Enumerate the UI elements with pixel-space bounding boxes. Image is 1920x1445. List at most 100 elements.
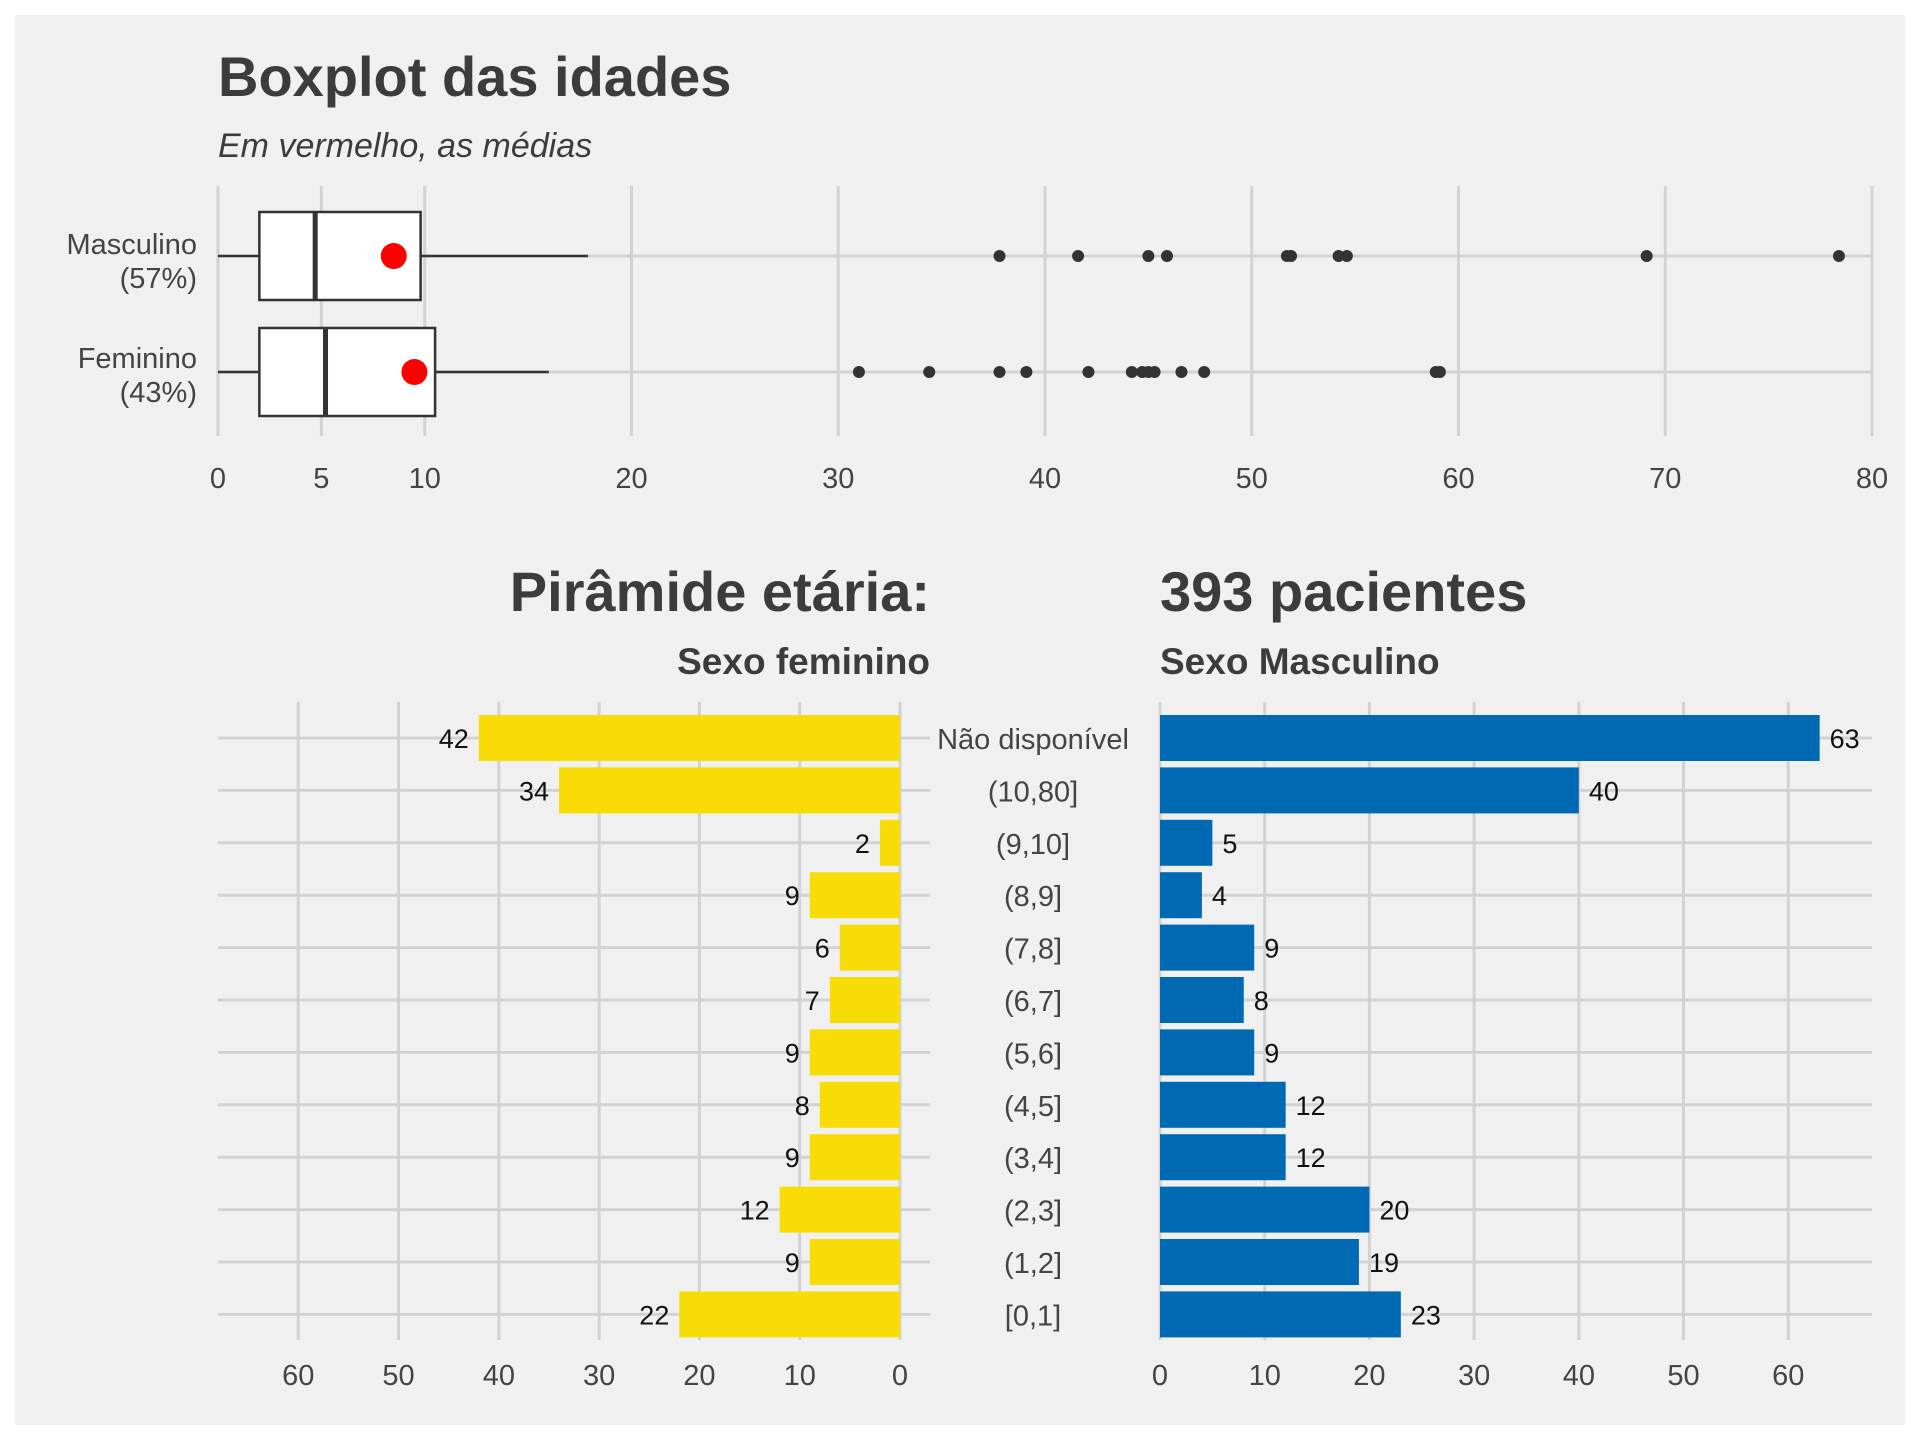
mean-point-masculino xyxy=(380,243,407,269)
boxplot-x-tick-70: 70 xyxy=(1649,463,1681,495)
boxplot-x-tick-60: 60 xyxy=(1442,463,1474,495)
age-category-9-10: (9,10] xyxy=(996,829,1070,861)
outlier-masculino-3 xyxy=(1160,250,1173,262)
outlier-masculino-5 xyxy=(1285,250,1298,262)
male-x-tick-50: 50 xyxy=(1667,1360,1699,1392)
male-bar-label-2-3: 20 xyxy=(1379,1196,1409,1226)
outlier-feminino-5 xyxy=(1125,366,1138,378)
boxplot-x-tick-40: 40 xyxy=(1029,463,1061,495)
age-category-2-3: (2,3] xyxy=(1004,1196,1062,1228)
female-bar-label-6-7: 7 xyxy=(805,986,820,1016)
male-bar-label-3-4: 12 xyxy=(1296,1143,1326,1173)
outlier-masculino-7 xyxy=(1340,250,1353,262)
female-bar-label-10-80: 34 xyxy=(519,776,549,806)
male-subtitle: Sexo Masculino xyxy=(1160,641,1440,682)
boxplot-subtitle: Em vermelho, as médias xyxy=(218,127,592,165)
male-bar-label-9-10: 5 xyxy=(1222,829,1237,859)
female-bar-7-8 xyxy=(839,924,900,971)
female-bar-6-7 xyxy=(829,977,900,1023)
boxplot-x-tick-0: 0 xyxy=(210,463,226,495)
male-bar-0-1 xyxy=(1160,1291,1401,1338)
boxplot-group-feminino xyxy=(218,326,1446,418)
group-label-feminino: Feminino xyxy=(78,343,197,375)
female-x-tick-50: 50 xyxy=(382,1360,414,1392)
outlier-feminino-3 xyxy=(1020,366,1033,378)
male-bar-label-8-9: 4 xyxy=(1212,881,1227,911)
pyramid-female-panel: Pirâmide etária: Sexo feminino 423429679… xyxy=(218,560,930,1392)
male-bar-label-5-6: 9 xyxy=(1264,1038,1279,1068)
outlier-masculino-0 xyxy=(993,250,1006,262)
outlier-masculino-8 xyxy=(1640,250,1653,262)
male-bar-label-7-8: 9 xyxy=(1264,934,1279,964)
age-category-labels: Não disponível (10,80] (9,10] (8,9] (7,8] (6,… xyxy=(937,724,1129,1332)
male-bar-8-9 xyxy=(1160,872,1202,919)
age-category-7-8: (7,8] xyxy=(1004,934,1062,966)
male-x-tick-10: 10 xyxy=(1249,1360,1281,1392)
male-bar-n-o-dispon-vel xyxy=(1160,715,1820,761)
boxplot-x-tick-labels: 0 5 10 20 30 40 50 60 70 80 xyxy=(210,463,1888,495)
boxplot-x-tick-30: 30 xyxy=(822,463,854,495)
male-bar-1-2 xyxy=(1160,1239,1359,1285)
boxplot-group-labels: Masculino (57%) Feminino (43%) xyxy=(66,229,197,409)
female-bar-label-2-3: 12 xyxy=(740,1196,770,1226)
boxplot-title: Boxplot das idades xyxy=(218,45,731,108)
female-x-tick-20: 20 xyxy=(683,1360,715,1392)
male-x-tick-60: 60 xyxy=(1772,1360,1804,1392)
age-category-3-4: (3,4] xyxy=(1004,1143,1062,1175)
boxplot-panel: Boxplot das idades Em vermelho, as média… xyxy=(66,45,1888,495)
male-x-tick-labels: 0 10 20 30 40 50 60 xyxy=(1152,1360,1804,1392)
female-x-tick-0: 0 xyxy=(892,1360,908,1392)
female-bar-2-3 xyxy=(779,1186,900,1233)
outlier-feminino-8 xyxy=(1148,366,1161,378)
boxplot-group-masculino xyxy=(218,210,1845,302)
outlier-masculino-2 xyxy=(1142,250,1155,262)
male-x-tick-40: 40 xyxy=(1563,1360,1595,1392)
group-share-feminino: (43%) xyxy=(120,377,197,409)
pyramid-title: Pirâmide etária: xyxy=(510,560,930,623)
outlier-feminino-12 xyxy=(1433,366,1446,378)
female-x-tick-40: 40 xyxy=(483,1360,515,1392)
male-bar-6-7 xyxy=(1160,977,1244,1023)
male-bar-label-n-o-dispon-vel: 63 xyxy=(1830,724,1860,754)
male-x-tick-0: 0 xyxy=(1152,1360,1168,1392)
group-share-masculino: (57%) xyxy=(120,263,197,295)
age-category-8-9: (8,9] xyxy=(1004,881,1062,913)
female-bar-8-9 xyxy=(809,872,900,919)
female-bar-0-1 xyxy=(679,1291,900,1338)
group-label-masculino: Masculino xyxy=(66,229,197,261)
outlier-masculino-1 xyxy=(1072,250,1085,262)
outlier-feminino-4 xyxy=(1082,366,1095,378)
outlier-feminino-2 xyxy=(993,366,1006,378)
age-category-1-2: (1,2] xyxy=(1004,1248,1062,1280)
female-bar-label-5-6: 9 xyxy=(785,1038,800,1068)
age-category-6-7: (6,7] xyxy=(1004,986,1062,1018)
male-bar-10-80 xyxy=(1160,767,1579,814)
patients-title: 393 pacientes xyxy=(1160,560,1527,623)
boxplot-x-tick-50: 50 xyxy=(1236,463,1268,495)
female-bar-label-7-8: 6 xyxy=(815,934,830,964)
female-bar-label-8-9: 9 xyxy=(785,881,800,911)
mean-point-feminino xyxy=(401,359,428,385)
age-category-n-o-dispon-vel: Não disponível xyxy=(937,724,1129,756)
male-bar-7-8 xyxy=(1160,924,1255,971)
male-bar-5-6 xyxy=(1160,1029,1255,1076)
boxplot-x-tick-20: 20 xyxy=(615,463,647,495)
male-bar-label-6-7: 8 xyxy=(1254,986,1269,1016)
male-bars: 63 40 5 4 9 8 9 12 12 20 19 23 xyxy=(1160,715,1860,1338)
female-bar-label-1-2: 9 xyxy=(785,1248,800,1278)
outlier-feminino-1 xyxy=(923,366,936,378)
male-bar-4-5 xyxy=(1160,1081,1286,1128)
age-category-4-5: (4,5] xyxy=(1004,1091,1062,1123)
female-x-tick-labels: 60 50 40 30 20 10 0 xyxy=(282,1360,908,1392)
female-x-tick-30: 30 xyxy=(583,1360,615,1392)
boxplot-x-tick-80: 80 xyxy=(1856,463,1888,495)
female-bar-label-4-5: 8 xyxy=(795,1091,810,1121)
male-bar-2-3 xyxy=(1160,1186,1370,1233)
age-category-10-80: (10,80] xyxy=(988,776,1078,808)
female-x-tick-60: 60 xyxy=(282,1360,314,1392)
boxplot-groups xyxy=(218,210,1845,418)
female-bar-5-6 xyxy=(809,1029,900,1076)
